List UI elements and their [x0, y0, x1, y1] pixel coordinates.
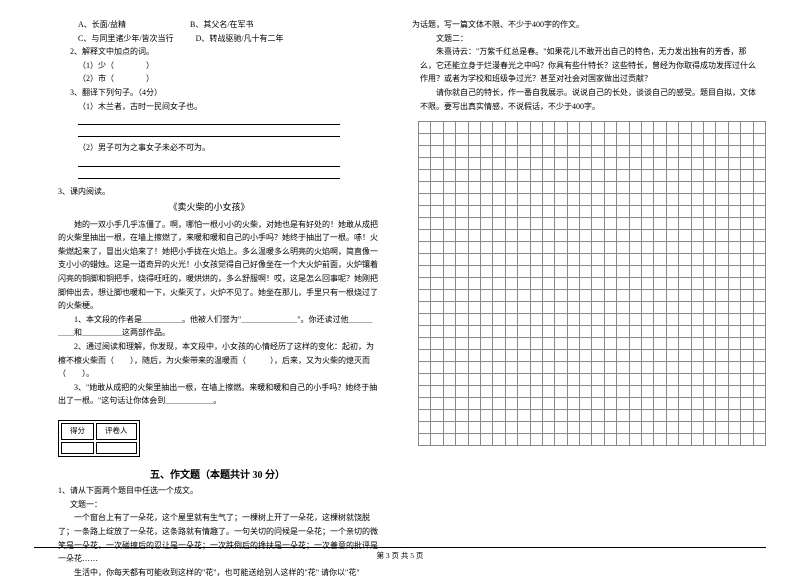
q3-sub2: （2）男子可为之事女子未必不可为。	[30, 141, 388, 155]
answer-line	[78, 127, 340, 137]
story-paragraph: 她的一双小手几乎冻僵了。啊，哪怕一根小小的火柴，对她也是有好处的！她敢从成把的火…	[30, 218, 388, 313]
topic-1-text2: 生活中，你每天都有可能收到这样的"花"，也可能送给别人这样的"花" 请你以"花"	[30, 566, 388, 579]
left-column: A、长面/益精 B、其父名/在军书 C、与同里诸少年/皆次当行 D、转战驱驰/凡…	[30, 18, 388, 532]
page-footer: 第 3 页 共 5 页	[34, 547, 766, 561]
answer-line	[78, 169, 340, 179]
question-2: 2、解释文中加点的词。	[30, 45, 388, 59]
option-d: D、转战驱驰/凡十有二年	[196, 34, 284, 43]
grid-table	[418, 121, 766, 446]
topic-2-label: 文题二：	[412, 32, 770, 46]
topic-continuation: 为话题，写一篇文体不限、不少于400字的作文。	[412, 18, 770, 32]
writing-grid	[418, 121, 770, 446]
option-a: A、长面/益精	[78, 20, 126, 29]
question-3: 3、翻译下列句子。（4分）	[30, 86, 388, 100]
reviewer-label: 评卷人	[96, 423, 137, 440]
answer-line	[78, 157, 340, 167]
q3-sub1: （1）木兰者，古时一民间女子也。	[30, 100, 388, 114]
reading-label: 3、课内阅读。	[30, 185, 388, 199]
section-5-title: 五、作文题（本题共计 30 分）	[30, 467, 388, 484]
topic-2-text2: 请你就自己的特长，作一番自我展示。说说自己的长处，谈谈自己的感受。题目自拟，文体…	[412, 86, 770, 113]
story-q1: 1、本文段的作者是＿＿＿＿＿。他被人们誉为"＿＿＿＿＿＿＿"。你还读过他＿＿＿＿…	[30, 313, 388, 340]
answer-line	[78, 115, 340, 125]
topic-1-label: 文题一：	[30, 498, 388, 512]
story-q2: 2、通过阅读和理解，你发现，本文段中，小女孩的心情经历了这样的变化：起初，为檫不…	[30, 340, 388, 381]
option-b: B、其父名/在军书	[190, 20, 254, 29]
essay-instruction: 1、请从下面两个题目中任选一个成文。	[30, 484, 388, 498]
right-column: 为话题，写一篇文体不限、不少于400字的作文。 文题二： 朱熹诗云："万紫千红总…	[412, 18, 770, 532]
option-c: C、与同里诸少年/皆次当行	[78, 34, 174, 43]
score-table-wrap: 得分 评卷人	[30, 420, 388, 461]
topic-2-text: 朱熹诗云："万紫千红总是春。"如果花儿不敢开出自己的特色，无力发出独有的芳香，那…	[412, 45, 770, 86]
story-title: 《卖火柴的小女孩》	[30, 200, 388, 215]
q2-sub2: （2）市（ ）	[30, 72, 388, 86]
q2-sub1: （1）少（ ）	[30, 59, 388, 73]
score-label: 得分	[61, 423, 94, 440]
score-table: 得分 评卷人	[58, 420, 140, 457]
story-q3: 3、"她敢从成把的火柴里抽出一根，在墙上擦燃。来暖和暖和自己的小手吗？她终于抽出…	[30, 381, 388, 408]
